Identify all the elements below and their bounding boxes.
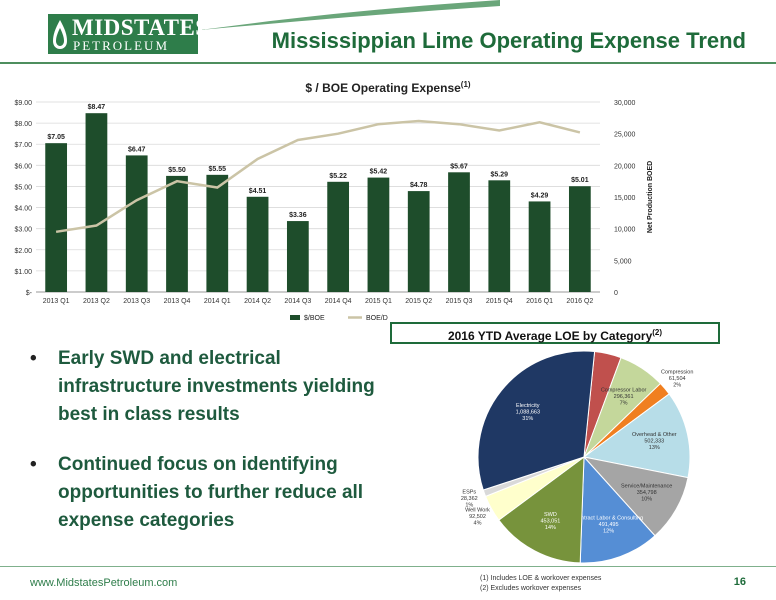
x-tick-label: 2013 Q4 [164, 298, 191, 305]
bullet-item: Early SWD and electrical infrastructure … [28, 345, 408, 429]
pie-slice-label: Compression 61,504 2% [661, 369, 693, 388]
bar-value-label: $4.51 [249, 188, 267, 195]
bar [327, 181, 350, 292]
opex-combo-chart: $- $1.00 $2.00 $3.00 $4.00 $5.00 $6.00 $7.00 $8.… [14, 100, 654, 322]
bullet-list: Early SWD and electrical infrastructure … [28, 345, 408, 557]
legend-label-bar: $/BOE [304, 315, 325, 322]
x-tick-label: 2014 Q4 [325, 298, 352, 305]
bar [488, 180, 511, 292]
bar [568, 186, 591, 292]
y-right-tick-label: 15,000 [614, 195, 636, 202]
bar-value-label: $5.22 [329, 173, 347, 180]
x-tick-label: 2014 Q2 [244, 298, 271, 305]
x-tick-label: 2015 Q3 [446, 298, 473, 305]
x-tick-label: 2014 Q1 [204, 298, 231, 305]
bar [246, 196, 269, 292]
midstates-logo: MIDSTATES PETROLEUM [48, 14, 208, 54]
y-left-tick-label: $1.00 [14, 269, 32, 276]
y-right-tick-label: 10,000 [614, 227, 636, 234]
bar [166, 175, 188, 292]
pie-slice-label: SWD 453,051 14% [540, 512, 560, 531]
bar [286, 221, 309, 292]
website-link[interactable]: www.MidstatesPetroleum.com [30, 577, 178, 589]
y-left-tick-label: $2.00 [14, 248, 32, 255]
footnotes: (1) Includes LOE & workover expenses (2)… [480, 574, 601, 594]
y-right-tick-label: 0 [614, 290, 618, 297]
y-left-tick-label: $7.00 [14, 142, 32, 149]
bar-chart-title: $ / BOE Operating Expense(1) [305, 80, 471, 95]
pie-slice [582, 393, 691, 479]
bar-value-label: $3.36 [289, 212, 307, 219]
header-rule [0, 62, 776, 64]
page-title: Mississippian Lime Operating Expense Tre… [271, 28, 746, 53]
bar-value-label: $8.47 [88, 104, 106, 111]
y-right-tick-label: 20,000 [614, 163, 636, 170]
y-left-tick-label: $5.00 [14, 184, 32, 191]
y-left-tick-label: $3.00 [14, 227, 32, 234]
bar [407, 191, 430, 292]
pie-slice-label: Electricity 1,088,663 31% [516, 403, 540, 422]
pie-slice-label: Overhead & Other 502,333 13% [632, 432, 677, 451]
bar [528, 201, 551, 292]
header-swoosh [200, 0, 500, 30]
bullet-item: Continued focus on identifying opportuni… [28, 451, 408, 535]
pie-slice-label: Chemicals137,1554% [599, 346, 625, 348]
x-tick-label: 2013 Q2 [83, 298, 110, 305]
bar [367, 177, 390, 292]
x-tick-label: 2015 Q2 [405, 298, 432, 305]
y-right-tick-label: 25,000 [614, 132, 636, 139]
y-left-tick-label: $- [26, 290, 33, 297]
y-right-tick-label: 5,000 [614, 258, 632, 265]
bar [125, 155, 148, 292]
pie-slice [498, 455, 585, 564]
pie-slice-label: Compressor Labor 296,361 7% [601, 388, 647, 407]
pie-slice-label: Well Work 92,502 4% [465, 508, 490, 527]
pie-slice [477, 350, 596, 491]
footer-rule [0, 566, 776, 567]
pie-slice-label: Contract Labor & Consulting 491,495 12% [574, 516, 643, 535]
pie-slice-label: ESPs 28,362 1% [461, 490, 478, 509]
bar-value-label: $4.78 [410, 182, 428, 189]
x-tick-label: 2016 Q2 [566, 298, 593, 305]
footnote-1: (1) Includes LOE & workover expenses [480, 575, 602, 582]
x-tick-label: 2013 Q3 [123, 298, 150, 305]
x-tick-label: 2015 Q4 [486, 298, 513, 305]
bar [448, 172, 470, 292]
bar-value-label: $5.50 [168, 167, 186, 174]
x-tick-label: 2016 Q1 [526, 298, 553, 305]
logo-text-bottom: PETROLEUM [73, 38, 169, 53]
x-tick-label: 2015 Q1 [365, 298, 392, 305]
bar-value-label: $5.29 [491, 171, 509, 178]
bar-value-label: $5.67 [450, 163, 468, 170]
bar-value-label: $6.47 [128, 146, 146, 153]
pie-slice [579, 455, 656, 564]
y-right-tick-label: 30,000 [614, 100, 636, 107]
bar-value-label: $7.05 [47, 134, 65, 141]
legend-swatch-bar [290, 315, 300, 320]
bar [206, 174, 229, 292]
x-tick-label: 2013 Q1 [43, 298, 70, 305]
y-right-axis-title: Net Production BOED [647, 161, 654, 233]
y-left-tick-label: $6.00 [14, 163, 32, 170]
bar-value-label: $4.29 [531, 192, 549, 199]
pie-chart-title: 2016 YTD Average LOE by Category(2) [390, 322, 720, 344]
logo-text-top: MIDSTATES [72, 15, 209, 40]
bar-value-label: $5.01 [571, 177, 589, 184]
y-left-tick-label: $9.00 [14, 100, 32, 107]
y-left-tick-label: $8.00 [14, 121, 32, 128]
loe-category-pie: Chemicals137,1554% Compressor Labor296,36… [461, 346, 693, 564]
page-number: 16 [733, 576, 746, 588]
x-tick-label: 2014 Q3 [284, 298, 311, 305]
legend-label-line: BOE/D [366, 315, 388, 322]
bar-value-label: $5.55 [209, 166, 227, 173]
bar [85, 113, 108, 292]
footnote-2: (2) Excludes workover expenses [480, 585, 582, 592]
bar [45, 143, 68, 292]
y-left-tick-label: $4.00 [14, 206, 32, 213]
pie-slice-label: Service/Maintenance 354,798 10% [621, 484, 672, 503]
boe-per-day-line [55, 119, 581, 234]
bar-value-label: $5.42 [370, 169, 388, 176]
